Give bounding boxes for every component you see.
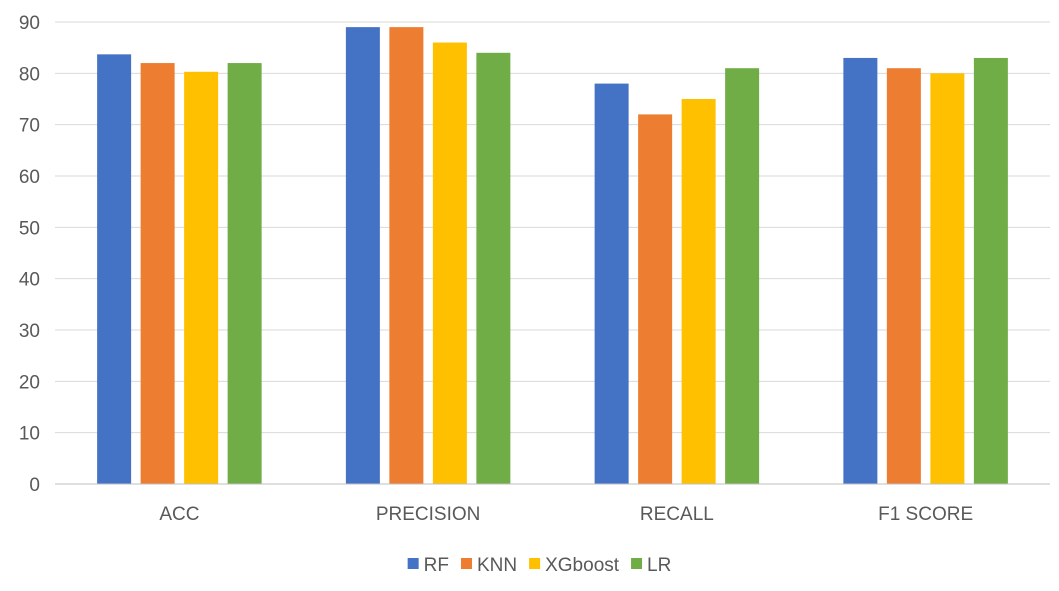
bar-lr-recall	[725, 68, 760, 484]
x-category-label: PRECISION	[376, 504, 481, 525]
bar-lr-precision	[476, 52, 511, 485]
legend-swatch	[407, 558, 419, 569]
bar-lr-f1-score	[973, 57, 1008, 484]
y-tick-label: 60	[19, 167, 40, 188]
legend-item-lr: LR	[631, 555, 671, 576]
bar-knn-acc	[140, 63, 175, 485]
y-tick-label: 20	[19, 372, 40, 393]
legend-item-rf: RF	[407, 555, 449, 576]
bar-rf-acc	[97, 54, 132, 485]
bar-lr-acc	[227, 63, 262, 485]
x-category-label: ACC	[159, 504, 199, 525]
y-tick-label: 10	[19, 424, 40, 445]
legend-label: RF	[424, 555, 449, 576]
y-tick-label: 90	[19, 13, 40, 34]
y-tick-label: 30	[19, 321, 40, 342]
legend-swatch	[529, 558, 541, 569]
legend: RF KNN XGboost LR	[407, 555, 671, 576]
y-tick-label: 80	[19, 64, 40, 85]
bar-knn-recall	[638, 114, 673, 485]
bar-rf-precision	[345, 27, 380, 485]
bars	[97, 27, 1008, 485]
legend-label: LR	[647, 555, 671, 576]
bar-knn-f1-score	[886, 68, 921, 484]
x-axis-categories: ACC PRECISION RECALL F1 SCORE	[159, 504, 973, 525]
x-category-label: F1 SCORE	[878, 504, 973, 525]
bar-xgboost-f1-score	[930, 73, 965, 484]
bar-knn-precision	[389, 27, 424, 485]
bar-xgboost-acc	[184, 71, 219, 484]
y-tick-label: 50	[19, 218, 40, 239]
x-category-label: RECALL	[640, 504, 714, 525]
legend-item-knn: KNN	[460, 555, 517, 576]
bar-rf-f1-score	[843, 57, 878, 484]
bar-rf-recall	[594, 83, 629, 484]
legend-label: XGboost	[545, 555, 620, 576]
bar-xgboost-precision	[432, 42, 467, 485]
legend-swatch	[460, 558, 472, 569]
legend-swatch	[631, 558, 643, 569]
y-tick-label: 0	[29, 475, 40, 496]
bar-xgboost-recall	[681, 99, 716, 484]
y-tick-label: 70	[19, 116, 40, 137]
y-axis-ticks: 0 10 20 30 40 50 60 70 80 90	[19, 13, 40, 496]
legend-item-xgboost: XGboost	[529, 555, 620, 576]
gridlines	[55, 21, 1050, 434]
y-tick-label: 40	[19, 270, 40, 291]
legend-label: KNN	[477, 555, 517, 576]
